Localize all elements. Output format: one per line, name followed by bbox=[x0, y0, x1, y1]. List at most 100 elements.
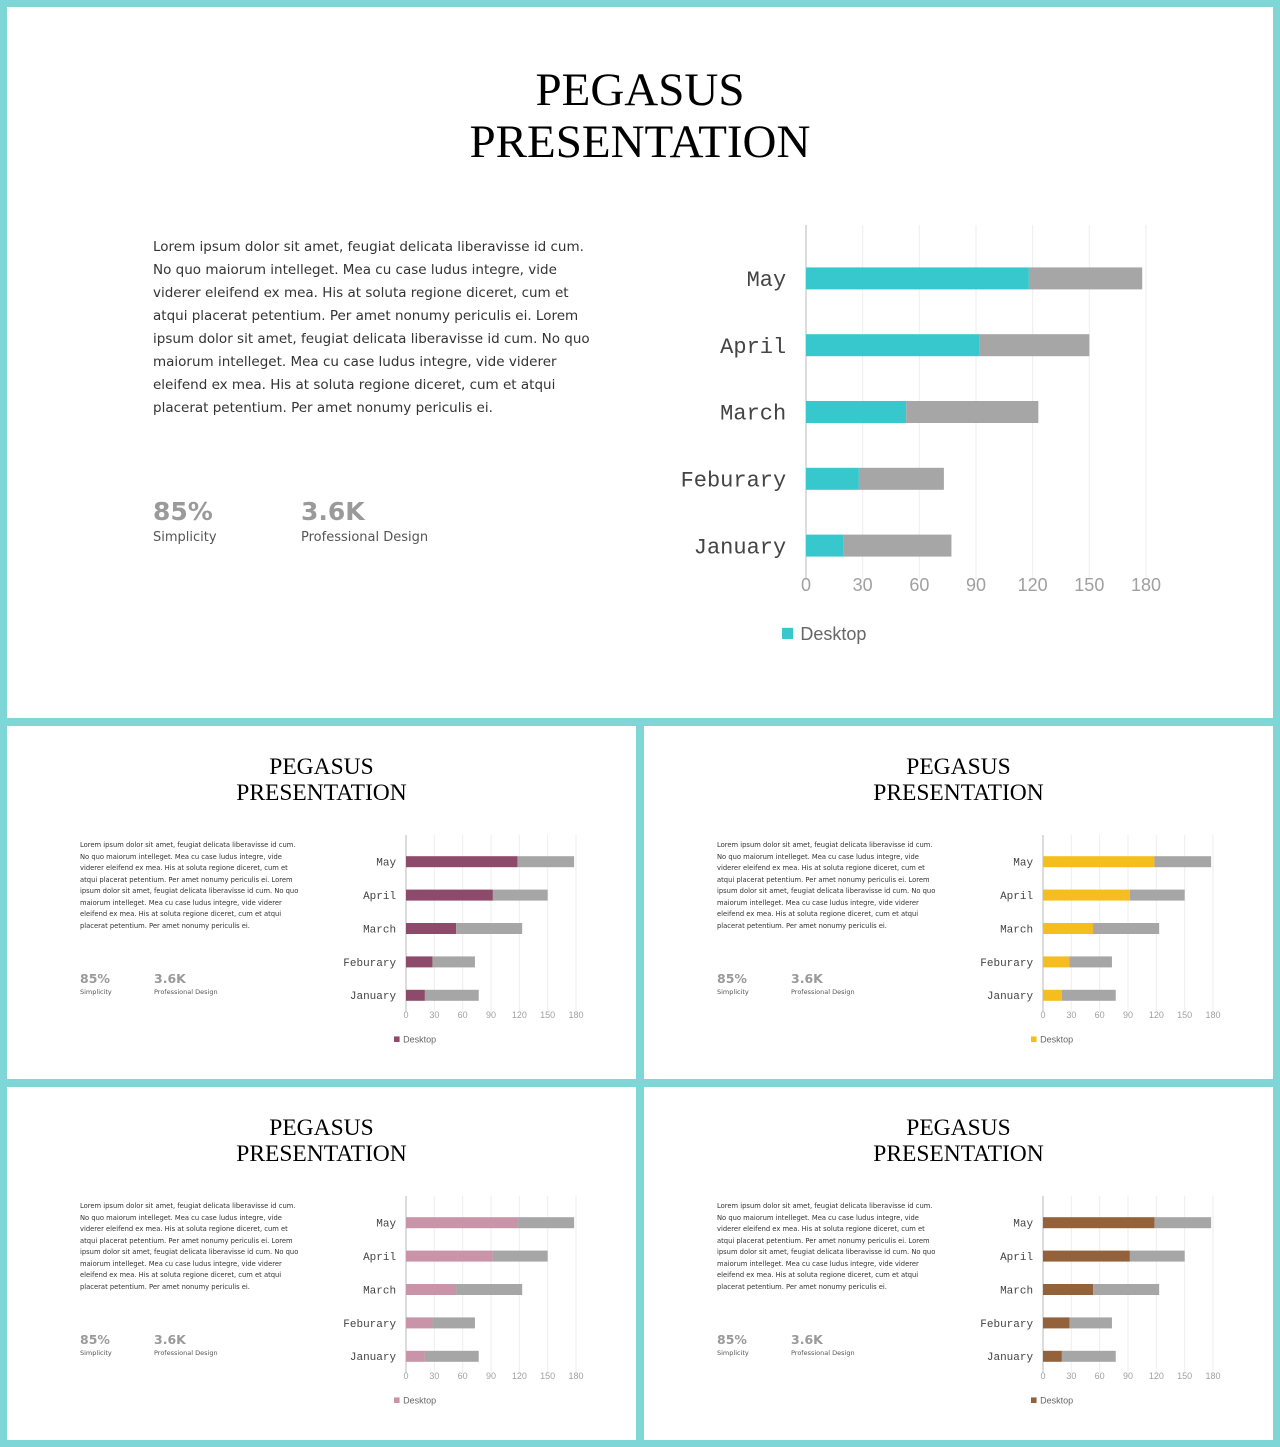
bar-secondary bbox=[1154, 856, 1212, 868]
stat-block: 85% Simplicity bbox=[80, 971, 112, 996]
stat-value: 3.6K bbox=[154, 971, 186, 986]
stat-label: Professional Design bbox=[791, 987, 855, 996]
body-paragraph: Lorem ipsum dolor sit amet, feugiat deli… bbox=[717, 841, 936, 930]
tick-label: 90 bbox=[486, 1371, 496, 1381]
tick-label: 60 bbox=[909, 575, 929, 595]
category-label: January bbox=[987, 991, 1034, 1003]
title-line: PEGASUS bbox=[906, 754, 1011, 780]
tick-label: 60 bbox=[458, 1371, 468, 1381]
category-label: April bbox=[1000, 1252, 1033, 1264]
stat-label: Simplicity bbox=[80, 987, 112, 996]
bar-secondary bbox=[517, 856, 575, 868]
bar-secondary bbox=[1154, 1217, 1212, 1229]
tick-label: 0 bbox=[1040, 1371, 1045, 1381]
stat-block: 85% Simplicity bbox=[153, 497, 217, 545]
category-label: Feburary bbox=[980, 1319, 1033, 1331]
stat-label: Professional Design bbox=[301, 529, 429, 545]
tick-label: 150 bbox=[1074, 575, 1104, 595]
stat-block: 85% Simplicity bbox=[717, 971, 749, 996]
bar-desktop bbox=[1043, 989, 1062, 1001]
stat-block: 3.6K Professional Design bbox=[791, 971, 855, 996]
tick-label: 60 bbox=[1095, 1010, 1105, 1020]
tick-label: 120 bbox=[512, 1010, 527, 1020]
bar-desktop bbox=[806, 334, 980, 357]
category-label: April bbox=[363, 891, 396, 903]
bar-desktop bbox=[406, 1217, 518, 1229]
stat-label: Professional Design bbox=[154, 987, 218, 996]
bar-desktop bbox=[1043, 1250, 1130, 1262]
category-label: May bbox=[376, 858, 396, 870]
category-label: March bbox=[363, 924, 396, 936]
tick-label: 150 bbox=[1177, 1371, 1192, 1381]
category-label: May bbox=[1013, 1219, 1033, 1231]
stat-label: Simplicity bbox=[80, 1348, 112, 1357]
stat-value: 85% bbox=[717, 971, 747, 986]
bar-chart: May April March Feburary January 0 30 60 90 120 15… bbox=[980, 1195, 1221, 1405]
title-line: PRESENTATION bbox=[236, 779, 407, 806]
stat-value: 85% bbox=[717, 1332, 747, 1347]
bar-secondary bbox=[1129, 889, 1185, 901]
stat-block: 3.6K Professional Design bbox=[154, 1332, 218, 1357]
tick-label: 30 bbox=[1066, 1371, 1076, 1381]
stat-block: 3.6K Professional Design bbox=[301, 497, 428, 545]
bar-desktop bbox=[406, 989, 425, 1001]
bar-secondary bbox=[1069, 956, 1112, 968]
tick-label: 0 bbox=[403, 1010, 408, 1020]
bar-secondary bbox=[424, 989, 479, 1001]
bar-chart: May April March Feburary January 0 30 60 90 120 15… bbox=[343, 1195, 584, 1405]
legend-label: Desktop bbox=[800, 624, 866, 644]
tick-label: 30 bbox=[1066, 1010, 1076, 1020]
tick-label: 30 bbox=[429, 1371, 439, 1381]
title-line: PRESENTATION bbox=[236, 1140, 407, 1167]
body-paragraph: Lorem ipsum dolor sit amet, feugiat deli… bbox=[80, 1202, 299, 1291]
legend-swatch bbox=[782, 627, 794, 639]
slide-3: PEGASUS PRESENTATION Lorem ipsum dolor sit… bbox=[644, 726, 1273, 1079]
category-label: May bbox=[376, 1219, 396, 1231]
legend-swatch bbox=[1031, 1397, 1037, 1403]
tick-label: 60 bbox=[1095, 1371, 1105, 1381]
slide-2: PEGASUS PRESENTATION Lorem ipsum dolor sit… bbox=[7, 726, 636, 1079]
tick-label: 180 bbox=[1205, 1010, 1220, 1020]
category-label: April bbox=[1000, 891, 1033, 903]
page-title: PEGASUS PRESENTATION bbox=[7, 1115, 636, 1168]
bar-secondary bbox=[492, 1250, 548, 1262]
bar-secondary bbox=[456, 923, 523, 934]
bar-secondary bbox=[432, 956, 475, 968]
bar-desktop bbox=[406, 1317, 433, 1329]
tick-label: 120 bbox=[512, 1371, 527, 1381]
category-label: April bbox=[720, 335, 786, 360]
page-title: PEGASUS PRESENTATION bbox=[644, 754, 1273, 807]
tick-label: 180 bbox=[568, 1371, 583, 1381]
bar-secondary bbox=[456, 1284, 523, 1295]
bar-desktop bbox=[406, 1250, 493, 1262]
bar-desktop bbox=[406, 956, 433, 968]
bar-desktop bbox=[1043, 1284, 1094, 1295]
bar-desktop bbox=[806, 534, 844, 557]
stat-value: 3.6K bbox=[791, 971, 823, 986]
bar-desktop bbox=[1043, 1217, 1155, 1229]
bar-secondary bbox=[1093, 1284, 1160, 1295]
category-label: Feburary bbox=[980, 958, 1033, 970]
legend-label: Desktop bbox=[403, 1395, 436, 1405]
bar-desktop bbox=[1043, 1350, 1062, 1362]
bar-secondary bbox=[1069, 1317, 1112, 1329]
page-title: PEGASUS PRESENTATION bbox=[7, 64, 1273, 168]
tick-label: 150 bbox=[540, 1010, 555, 1020]
bar-desktop bbox=[1043, 1317, 1070, 1329]
legend-swatch bbox=[394, 1397, 400, 1403]
stat-value: 3.6K bbox=[154, 1332, 186, 1347]
stat-block: 85% Simplicity bbox=[717, 1332, 749, 1357]
category-label: January bbox=[987, 1352, 1034, 1364]
category-label: March bbox=[720, 402, 786, 427]
bar-desktop bbox=[406, 923, 457, 934]
legend-label: Desktop bbox=[1040, 1395, 1073, 1405]
category-label: January bbox=[694, 535, 786, 560]
bar-desktop bbox=[806, 467, 859, 490]
bar-secondary bbox=[858, 467, 944, 490]
slide-5: PEGASUS PRESENTATION Lorem ipsum dolor sit… bbox=[644, 1087, 1273, 1440]
stat-label: Simplicity bbox=[717, 987, 749, 996]
tick-label: 180 bbox=[568, 1010, 583, 1020]
body-paragraph: Lorem ipsum dolor sit amet, feugiat deli… bbox=[153, 239, 590, 416]
category-label: Feburary bbox=[681, 469, 787, 494]
stat-value: 85% bbox=[153, 497, 213, 526]
